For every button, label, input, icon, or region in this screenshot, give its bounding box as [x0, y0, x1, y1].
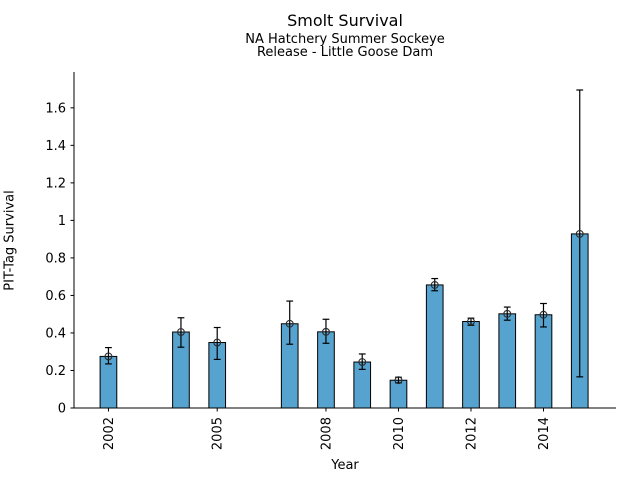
y-axis-title: PIT-Tag Survival — [2, 190, 18, 291]
bar — [425, 284, 444, 409]
bar — [389, 379, 408, 409]
x-tick-label: 2010 — [392, 417, 407, 450]
bar — [498, 313, 517, 409]
x-tick-label: 2008 — [319, 417, 334, 450]
point-marker-circle — [213, 338, 222, 347]
chart-subtitle-line1: NA Hatchery Summer Sockeye — [245, 32, 445, 47]
point-marker-circle — [104, 352, 113, 361]
point-marker-circle — [322, 327, 330, 336]
y-tick-label: 0.6 — [45, 289, 66, 304]
x-tick-label: 2012 — [464, 417, 479, 450]
bar — [462, 321, 480, 409]
point-marker-circle — [539, 310, 548, 319]
y-tick-label: 0.8 — [45, 251, 66, 266]
point-marker-circle — [575, 229, 584, 238]
point-marker-circle — [394, 376, 403, 385]
y-tick-label: 0.2 — [45, 364, 66, 379]
y-tick-label: 1 — [58, 214, 66, 229]
y-tick-label: 1.4 — [45, 139, 66, 154]
point-marker-circle — [467, 317, 475, 326]
chart-title: Smolt Survival — [287, 11, 403, 30]
point-marker-circle — [285, 319, 294, 328]
y-tick-label: 0 — [58, 402, 66, 417]
x-tick-label: 2002 — [102, 417, 117, 450]
y-tick-label: 0.4 — [45, 326, 66, 341]
point-marker-circle — [176, 328, 185, 336]
x-tick-label: 2014 — [537, 417, 552, 450]
point-marker-circle — [430, 280, 439, 289]
bar — [534, 314, 553, 409]
point-marker-circle — [358, 358, 367, 366]
y-tick-label: 1.2 — [45, 176, 66, 191]
chart-subtitle-line2: Release - Little Goose Dam — [256, 45, 434, 60]
x-axis-title: Year — [331, 458, 359, 473]
y-tick-label: 1.6 — [45, 101, 66, 116]
x-tick-label: 2005 — [211, 417, 226, 450]
point-marker-circle — [503, 309, 512, 318]
